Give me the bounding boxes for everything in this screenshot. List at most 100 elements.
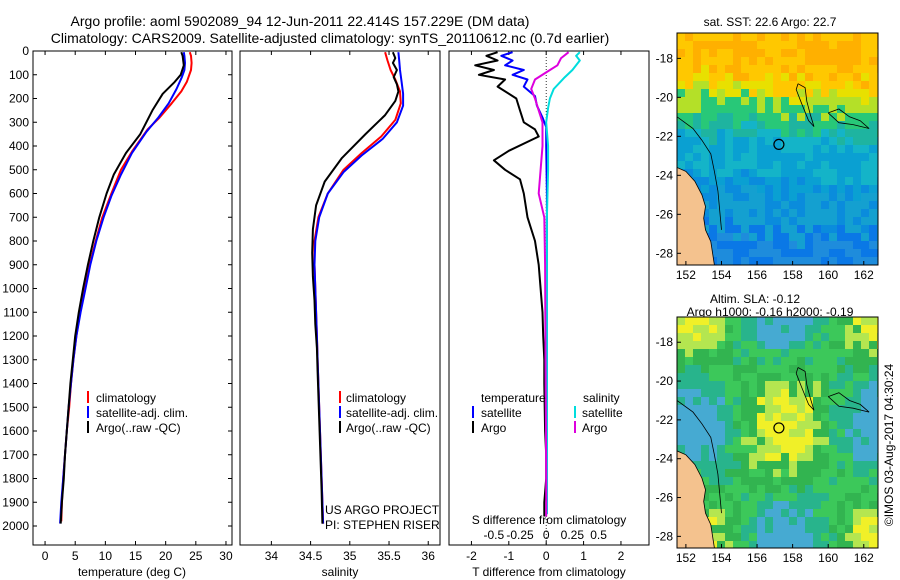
map-cell (853, 445, 862, 454)
map-cell (805, 121, 814, 130)
map-cell (757, 249, 766, 258)
map-cell (701, 493, 710, 502)
map-cell (741, 405, 750, 414)
map-cell (837, 477, 846, 486)
map-cell (853, 357, 862, 366)
map-cell (781, 49, 790, 58)
map-cell (861, 89, 870, 98)
map-cell (781, 541, 790, 548)
map-cell (765, 533, 774, 542)
map-cell (749, 193, 758, 202)
map-cell (701, 501, 710, 510)
map-cell (757, 233, 766, 242)
map-cell (829, 57, 838, 66)
map-cell (757, 357, 766, 366)
map-cell (821, 161, 830, 170)
map-cell (813, 249, 822, 258)
pi-label: PI: STEPHEN RISER (325, 518, 440, 532)
sla-map-axes: 152 154 156 158 160 162 -18 -20 -22 -24 -26 -28 (656, 335, 874, 565)
map-cell (733, 429, 742, 438)
map-cell (781, 517, 790, 526)
map-cell (765, 437, 774, 446)
map-cell (709, 405, 718, 414)
map-cell (853, 533, 862, 542)
map-cell (829, 381, 838, 390)
map-cell (869, 461, 878, 470)
map-cell (725, 357, 734, 366)
imos-stamp: ©IMOS 03-Aug-2017 04:30:24 (882, 364, 896, 527)
map-cell (733, 373, 742, 382)
map-cell (869, 317, 878, 326)
map-cell (837, 533, 846, 542)
map-cell (717, 145, 726, 154)
map-cell (789, 241, 798, 250)
map-cell (773, 461, 782, 470)
map-cell (749, 421, 758, 430)
map-cell (765, 153, 774, 162)
map-cell (829, 145, 838, 154)
map-cell (845, 325, 854, 334)
map-cell (813, 325, 822, 334)
difference-xlabel-top: S difference from climatology (472, 513, 627, 527)
map-cell (829, 137, 838, 146)
map-cell (701, 365, 710, 374)
map-cell (813, 397, 822, 406)
map-cell (741, 129, 750, 138)
map-cell (773, 333, 782, 342)
map-cell (869, 257, 878, 265)
sst-map-image (677, 33, 878, 265)
x-tick-label: 162 (854, 551, 874, 565)
map-cell (741, 145, 750, 154)
map-cell (805, 153, 814, 162)
map-cell (829, 461, 838, 470)
map-cell (845, 541, 854, 548)
map-cell (813, 217, 822, 226)
salinity-xlabel: salinity (322, 565, 359, 579)
map-cell (781, 177, 790, 186)
map-cell (701, 357, 710, 366)
map-cell (725, 469, 734, 478)
map-cell (741, 121, 750, 130)
map-cell (789, 413, 798, 422)
map-cell (741, 249, 750, 258)
y-tick-label: 1500 (2, 400, 29, 414)
y-tick-label: -22 (656, 129, 674, 143)
map-cell (757, 381, 766, 390)
x-tick-label: 162 (854, 268, 874, 282)
map-cell (725, 121, 734, 130)
map-cell (717, 81, 726, 90)
map-cell (725, 41, 734, 50)
map-cell (845, 421, 854, 430)
map-cell (829, 65, 838, 74)
legend-label-s-satellite: satellite (582, 406, 623, 420)
map-cell (853, 333, 862, 342)
map-cell (773, 501, 782, 510)
map-cell (829, 413, 838, 422)
map-cell (725, 373, 734, 382)
map-cell (789, 169, 798, 178)
legend-heading-temperature: temperature (481, 391, 546, 405)
map-cell (797, 453, 806, 462)
map-cell (813, 161, 822, 170)
map-cell (741, 437, 750, 446)
map-cell (749, 73, 758, 82)
map-cell (789, 381, 798, 390)
map-cell (725, 193, 734, 202)
map-cell (853, 517, 862, 526)
y-tick-label: 2000 (2, 519, 29, 533)
map-cell (757, 405, 766, 414)
map-cell (869, 357, 878, 366)
x-tick-label: -1 (503, 549, 514, 563)
y-tick-label: 1700 (2, 448, 29, 462)
map-cell (789, 137, 798, 146)
map-cell (861, 437, 870, 446)
map-cell (805, 249, 814, 258)
map-cell (845, 389, 854, 398)
map-cell (789, 209, 798, 218)
map-cell (837, 333, 846, 342)
map-cell (797, 249, 806, 258)
map-cell (805, 49, 814, 58)
map-cell (869, 57, 878, 66)
map-cell (773, 389, 782, 398)
map-cell (829, 41, 838, 50)
